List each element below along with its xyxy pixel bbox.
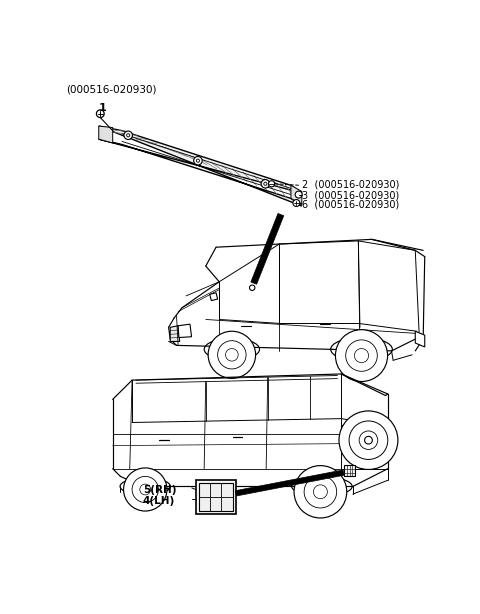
- Text: 2  (000516-020930): 2 (000516-020930): [302, 179, 399, 189]
- Circle shape: [127, 134, 130, 137]
- Polygon shape: [415, 331, 425, 347]
- Polygon shape: [251, 214, 284, 284]
- Polygon shape: [210, 293, 217, 301]
- Circle shape: [268, 181, 275, 187]
- Text: (000516-020930): (000516-020930): [66, 85, 156, 95]
- Polygon shape: [235, 470, 344, 496]
- Polygon shape: [99, 126, 113, 143]
- Polygon shape: [178, 324, 192, 338]
- Polygon shape: [341, 425, 353, 441]
- Polygon shape: [99, 126, 302, 206]
- Circle shape: [96, 110, 104, 117]
- Circle shape: [294, 465, 347, 518]
- Text: 3  (000516-020930): 3 (000516-020930): [302, 191, 399, 201]
- Circle shape: [208, 331, 255, 378]
- Text: 4(LH): 4(LH): [143, 495, 175, 506]
- Circle shape: [196, 159, 200, 162]
- Text: 6  (000516-020930): 6 (000516-020930): [302, 199, 399, 209]
- Text: 5(RH): 5(RH): [143, 485, 177, 495]
- Polygon shape: [170, 326, 180, 341]
- Polygon shape: [351, 449, 375, 464]
- Polygon shape: [344, 465, 355, 476]
- Polygon shape: [291, 185, 302, 204]
- Circle shape: [336, 330, 387, 381]
- Circle shape: [264, 182, 267, 185]
- Text: 1: 1: [99, 103, 107, 113]
- Circle shape: [293, 200, 300, 206]
- Circle shape: [261, 179, 270, 188]
- Circle shape: [194, 157, 202, 165]
- Polygon shape: [196, 480, 236, 514]
- Circle shape: [124, 131, 132, 139]
- Circle shape: [123, 468, 167, 511]
- Circle shape: [339, 411, 398, 470]
- Circle shape: [295, 191, 302, 198]
- Circle shape: [250, 285, 255, 290]
- Polygon shape: [199, 483, 233, 511]
